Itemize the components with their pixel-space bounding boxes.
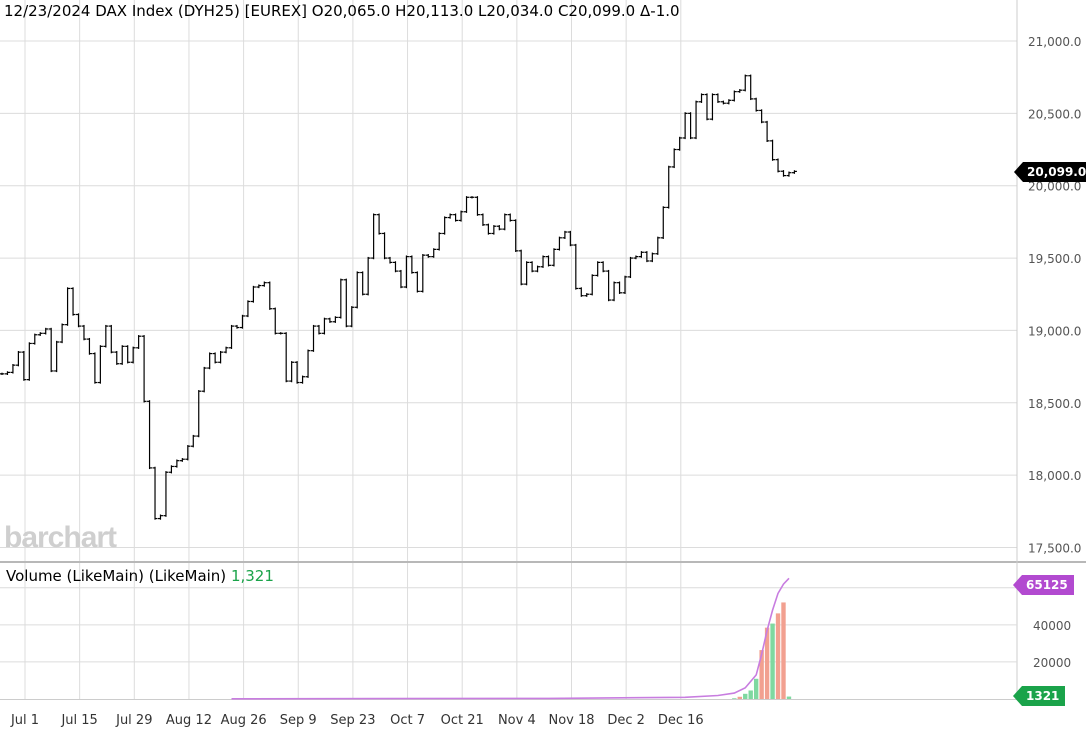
y-tick-label: 18,000.0	[1028, 469, 1081, 483]
y-tick-label: 19,500.0	[1028, 252, 1081, 266]
x-tick-label: Sep 9	[280, 713, 317, 728]
volume-average-line	[231, 577, 790, 700]
volume-bar	[770, 623, 775, 699]
volume-bar	[781, 602, 786, 699]
x-tick-label: Dec 16	[658, 713, 704, 728]
x-tick-label: Jul 1	[10, 713, 39, 728]
x-tick-label: Oct 21	[441, 713, 484, 728]
last-price-badge: 20,099.0	[1013, 162, 1086, 182]
low-value: L20,034.0	[478, 2, 554, 20]
change-value: Δ-1.0	[640, 2, 680, 20]
x-tick-label: Nov 4	[498, 713, 536, 728]
x-tick-label: Nov 18	[548, 713, 594, 728]
y-tick-label: 17,500.0	[1028, 542, 1081, 556]
volume-bar	[775, 613, 781, 699]
volume-tick-label: 40000	[1033, 619, 1071, 633]
volume-header: Volume (LikeMain) (LikeMain) 1,321	[6, 567, 274, 585]
x-tick-label: Jul 15	[60, 713, 97, 728]
volume-bar	[732, 698, 737, 699]
volume-value: 1,321	[230, 567, 274, 585]
x-tick-label: Sep 23	[330, 713, 375, 728]
open-value: O20,065.0	[311, 2, 391, 20]
volume-bar	[786, 696, 792, 699]
high-value: H20,113.0	[395, 2, 474, 20]
volume-bar	[743, 693, 748, 699]
y-tick-label: 20,500.0	[1028, 107, 1081, 121]
volume-bar	[764, 627, 770, 699]
volume-average-badge: 65125	[1013, 575, 1074, 595]
close-value: C20,099.0	[557, 2, 636, 20]
volume-bar	[759, 650, 764, 699]
quote-header: 12/23/2024 DAX Index (DYH25) [EUREX] O20…	[4, 2, 680, 20]
instrument-title: DAX Index (DYH25) [EUREX]	[95, 2, 307, 20]
x-tick-label: Aug 26	[221, 713, 267, 728]
barchart-watermark: barchart	[4, 521, 117, 554]
quote-date: 12/23/2024	[4, 2, 91, 20]
y-tick-label: 21,000.0	[1028, 35, 1081, 49]
volume-bar	[737, 696, 742, 699]
volume-bar	[748, 690, 753, 699]
volume-label: Volume (LikeMain) (LikeMain)	[6, 567, 227, 585]
y-tick-label: 19,000.0	[1028, 324, 1081, 338]
y-tick-label: 18,500.0	[1028, 397, 1081, 411]
volume-tick-label: 20000	[1033, 656, 1071, 670]
x-tick-label: Aug 12	[166, 713, 212, 728]
last-volume-badge: 1321	[1012, 686, 1066, 706]
x-tick-label: Dec 2	[607, 713, 645, 728]
x-tick-label: Jul 29	[115, 713, 152, 728]
x-tick-label: Oct 7	[390, 713, 425, 728]
y-tick-label: 20,000.0	[1028, 180, 1081, 194]
volume-bar	[753, 678, 759, 699]
